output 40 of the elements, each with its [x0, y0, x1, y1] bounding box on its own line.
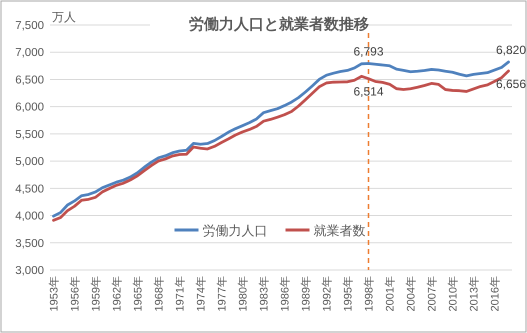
chart-title: 労働力人口と就業者数推移 [189, 16, 369, 33]
x-tick-label: 1992年 [322, 276, 334, 312]
legend-label: 就業者数 [314, 223, 366, 238]
y-tick-label: 3,500 [15, 238, 44, 250]
x-tick-label: 1986年 [280, 276, 292, 312]
annotation: 6,514 [353, 84, 384, 99]
y-axis-title: 万人 [52, 10, 76, 24]
x-tick-label: 2016年 [490, 276, 502, 312]
x-tick-label: 1965年 [132, 276, 144, 312]
x-tick-label: 2004年 [406, 276, 418, 312]
annotation: 6,793 [353, 44, 384, 58]
x-tick-label: 1989年 [300, 276, 312, 312]
x-tick-label: 1983年 [258, 276, 270, 312]
y-tick-label: 7,500 [15, 20, 44, 32]
legend-label: 労働力人口 [202, 223, 268, 238]
y-tick-label: 3,000 [15, 265, 44, 277]
x-tick-label: 1968年 [154, 276, 166, 312]
x-tick-label: 1953年 [48, 276, 60, 312]
x-tick-label: 1995年 [342, 276, 354, 312]
y-tick-label: 6,500 [15, 74, 44, 86]
x-tick-label: 1974年 [196, 276, 208, 312]
annotation: 6,820 [496, 43, 526, 58]
x-tick-label: 1980年 [238, 276, 250, 312]
y-tick-label: 4,500 [15, 183, 44, 196]
y-tick-label: 5,000 [15, 156, 44, 168]
x-tick-label: 1971年 [174, 276, 186, 312]
y-tick-label: 5,500 [15, 128, 44, 141]
x-tick-label: 1998年 [364, 276, 376, 312]
x-tick-label: 1962年 [112, 276, 124, 312]
x-tick-label: 1959年 [90, 276, 102, 312]
x-tick-label: 1956年 [70, 276, 82, 312]
y-tick-label: 4,000 [15, 210, 44, 223]
x-tick-label: 2001年 [384, 276, 396, 312]
annotation: 6,656 [496, 76, 526, 91]
x-tick-label: 2013年 [468, 276, 480, 312]
y-tick-label: 6,000 [15, 102, 44, 114]
x-tick-label: 2007年 [426, 276, 438, 312]
x-tick-label: 2010年 [448, 276, 460, 312]
x-tick-label: 1977年 [216, 276, 228, 312]
y-tick-label: 7,000 [15, 47, 44, 60]
